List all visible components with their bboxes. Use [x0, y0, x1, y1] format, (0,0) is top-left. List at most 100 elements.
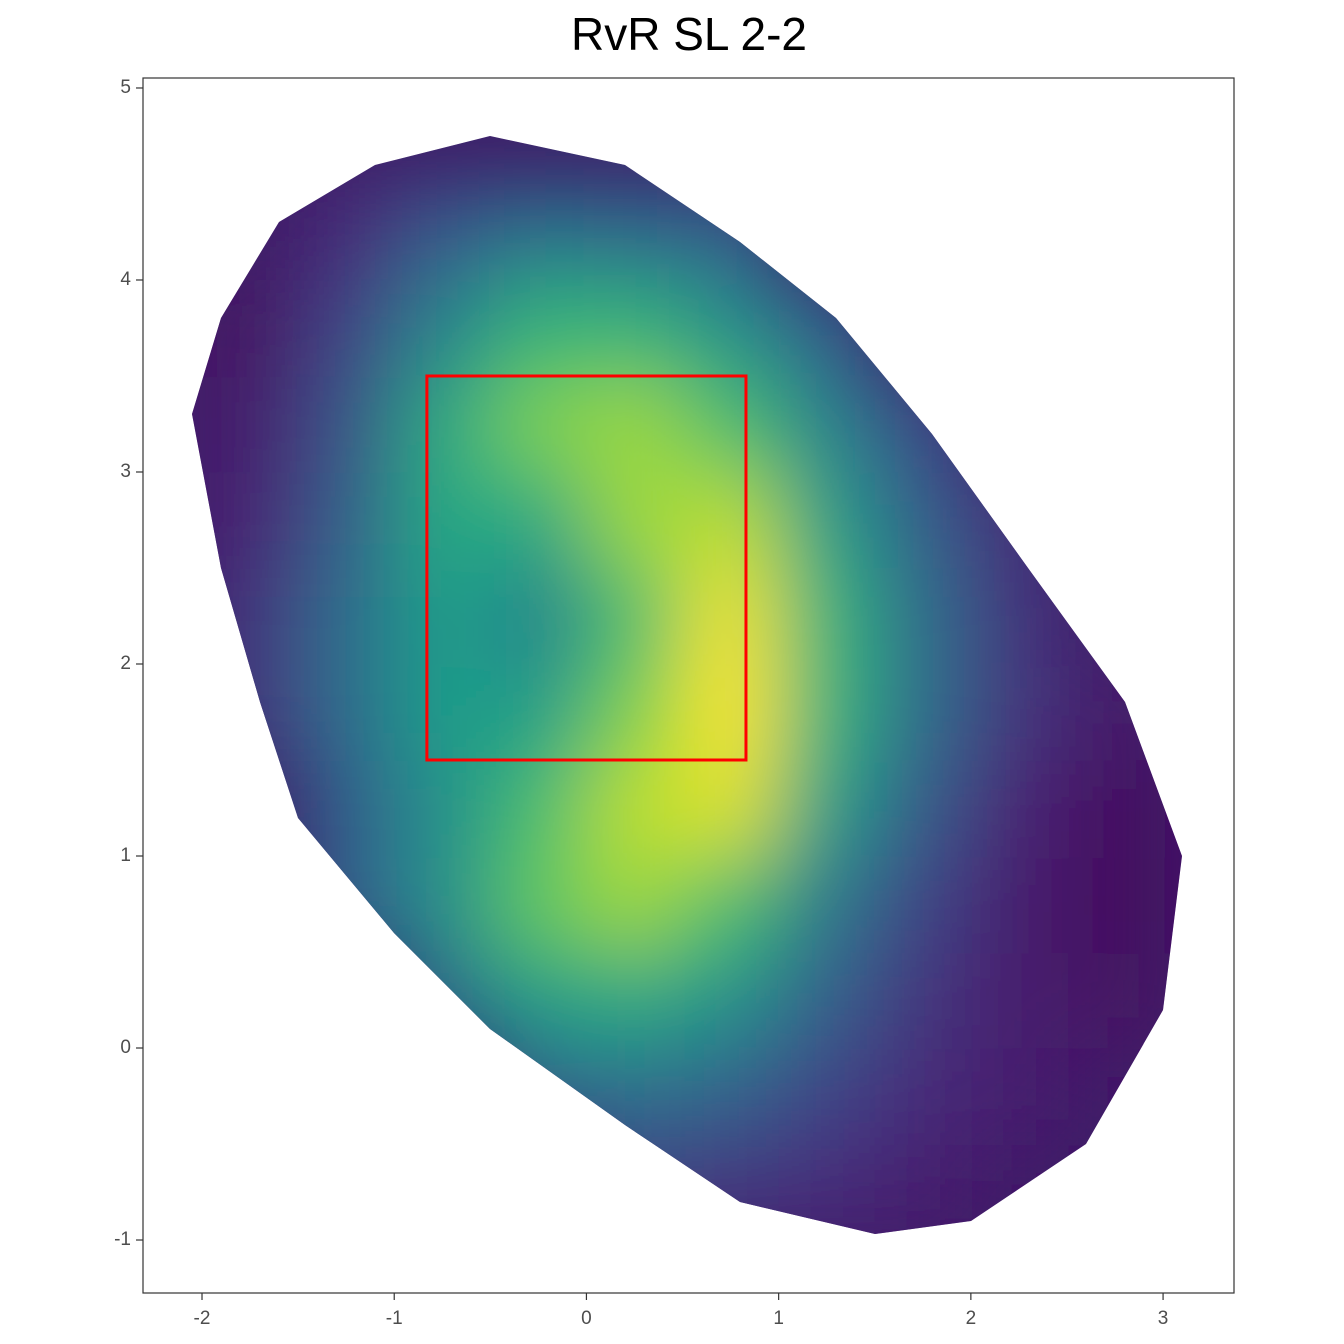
density-cell	[874, 471, 972, 569]
density-cell	[298, 759, 396, 857]
x-tick-label: 2	[966, 1308, 977, 1329]
density-cell	[682, 759, 780, 857]
density-cell	[874, 663, 972, 761]
density-cell	[778, 855, 876, 954]
density-cell	[874, 759, 972, 857]
density-cell	[682, 1144, 780, 1234]
y-tick-label: 1	[120, 845, 131, 866]
y-tick-label: -1	[114, 1229, 131, 1250]
density-cell	[298, 183, 396, 281]
chart-title: RvR SL 2-2	[571, 8, 807, 60]
density-cell	[298, 855, 396, 954]
density-cell	[778, 952, 876, 1050]
density-cell	[682, 952, 780, 1050]
density-cell	[1066, 952, 1165, 1050]
x-tick-label: 0	[581, 1308, 592, 1329]
density-cell	[490, 375, 588, 473]
y-tick-label: 2	[120, 653, 131, 674]
density-cell	[298, 471, 396, 569]
density-cell	[1066, 759, 1165, 857]
density-cell	[586, 183, 684, 281]
axes: -2 -1 0 1 2 3 -1 0 1 2 3 4 5	[114, 77, 1235, 1329]
density-cell	[970, 855, 1068, 954]
density-cells	[202, 183, 1165, 1234]
density-cell	[490, 952, 588, 1050]
x-tick-label: -1	[386, 1308, 403, 1329]
density-cell	[202, 567, 300, 665]
density-cell	[682, 279, 780, 377]
density-cell	[682, 663, 780, 761]
density-cell	[874, 952, 972, 1050]
density-cell	[394, 855, 492, 954]
density-cell	[394, 375, 492, 473]
density-cell	[874, 1144, 972, 1234]
x-tick-label: 1	[773, 1308, 784, 1329]
x-tick-label: -2	[194, 1308, 211, 1329]
density-cell	[970, 952, 1068, 1050]
density-cell	[586, 375, 684, 473]
density-cell	[586, 663, 684, 761]
density-cell	[970, 759, 1068, 857]
density-cell	[298, 663, 396, 761]
density-cell	[586, 279, 684, 377]
density-cell	[1066, 855, 1165, 954]
density-cell	[682, 567, 780, 665]
strike-zone	[425, 374, 748, 762]
y-tick-label: 0	[120, 1037, 131, 1058]
density-cell	[682, 471, 780, 569]
density-cell	[970, 567, 1068, 665]
density-cell	[394, 279, 492, 377]
x-tick-label: 3	[1158, 1308, 1169, 1329]
density-cell	[490, 183, 588, 281]
density-cell	[874, 375, 972, 473]
density-cell	[778, 567, 876, 665]
density-cell	[1066, 663, 1165, 761]
density-cell	[394, 183, 492, 281]
density-cell	[298, 279, 396, 377]
density-cell	[490, 759, 588, 857]
density-cell	[682, 375, 780, 473]
density-cell	[586, 759, 684, 857]
density-cell	[778, 1048, 876, 1146]
density-cell	[298, 375, 396, 473]
density-cell	[394, 759, 492, 857]
density-cell	[778, 279, 876, 377]
density-cell	[970, 471, 1068, 569]
density-cell	[778, 375, 876, 473]
y-tick-label: 5	[120, 77, 131, 98]
density-cell	[586, 855, 684, 954]
density-cell	[586, 471, 684, 569]
density-cell	[394, 471, 492, 569]
density-cell	[682, 855, 780, 954]
density-cell	[490, 1048, 588, 1146]
density-cell	[394, 663, 492, 761]
density-cell	[202, 375, 300, 473]
density-cell	[874, 1048, 972, 1146]
density-cell	[586, 1144, 684, 1234]
density-cell	[778, 471, 876, 569]
density-cell	[682, 183, 780, 281]
plot-border	[142, 77, 1235, 1294]
density-cell	[490, 567, 588, 665]
density-cell	[202, 663, 300, 761]
density-cell	[490, 663, 588, 761]
density-cell	[202, 471, 300, 569]
density-cell	[586, 952, 684, 1050]
density-cell	[682, 1048, 780, 1146]
density-cell	[778, 759, 876, 857]
density-cell	[298, 567, 396, 665]
density-cell	[874, 855, 972, 954]
density-cell	[586, 1048, 684, 1146]
density-cell	[970, 663, 1068, 761]
density-cell	[202, 279, 300, 377]
density-cell	[490, 855, 588, 954]
density-cell	[490, 279, 588, 377]
density-cell	[394, 952, 492, 1050]
density-cell	[394, 567, 492, 665]
density-cell	[586, 567, 684, 665]
density-cell	[970, 1048, 1068, 1146]
density-cell	[778, 663, 876, 761]
y-tick-label: 3	[120, 461, 131, 482]
